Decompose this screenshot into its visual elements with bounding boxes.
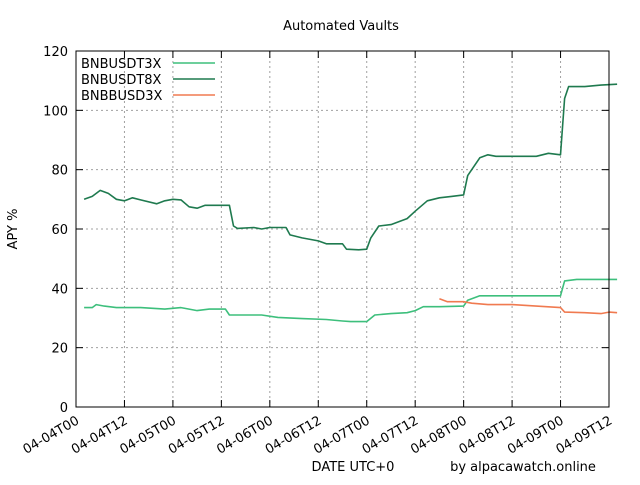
chart-title: Automated Vaults <box>283 19 399 34</box>
y-tick-label: 0 <box>60 401 68 416</box>
y-tick-label: 60 <box>51 223 68 238</box>
grid-layer <box>76 51 609 407</box>
credit-label: by alpacawatch.online <box>450 460 596 475</box>
x-axis-label: DATE UTC+0 <box>312 460 395 475</box>
y-axis: 0 20 40 60 80 100 120 <box>43 45 609 416</box>
y-tick-label: 100 <box>43 104 68 119</box>
legend-label: BNBUSDT3X <box>81 57 162 72</box>
y-axis-label: APY % <box>6 209 21 250</box>
series-line-bnbbusd3x <box>439 297 618 315</box>
y-tick-label: 40 <box>51 282 68 297</box>
series-line-bnbusdt3x <box>84 278 618 323</box>
y-tick-label: 80 <box>51 164 68 179</box>
legend-label: BNBUSDT8X <box>81 73 162 88</box>
y-tick-label: 20 <box>51 342 68 357</box>
series-layer <box>83 83 618 323</box>
series-line-bnbusdt8x <box>83 83 618 251</box>
legend-label: BNBBUSD3X <box>81 89 163 104</box>
y-tick-label: 120 <box>43 45 68 60</box>
